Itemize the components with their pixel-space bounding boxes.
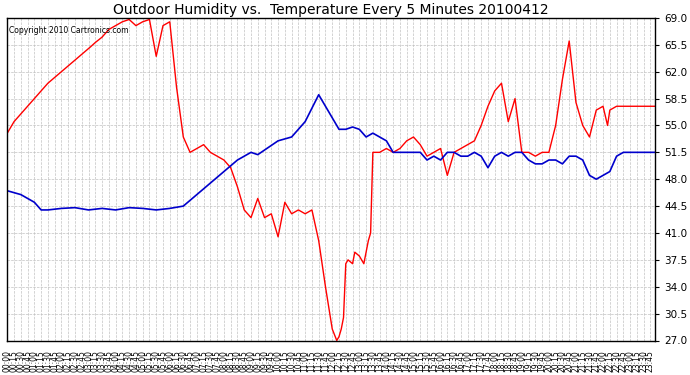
Title: Outdoor Humidity vs.  Temperature Every 5 Minutes 20100412: Outdoor Humidity vs. Temperature Every 5…: [113, 3, 549, 17]
Text: Copyright 2010 Cartronics.com: Copyright 2010 Cartronics.com: [9, 26, 129, 35]
